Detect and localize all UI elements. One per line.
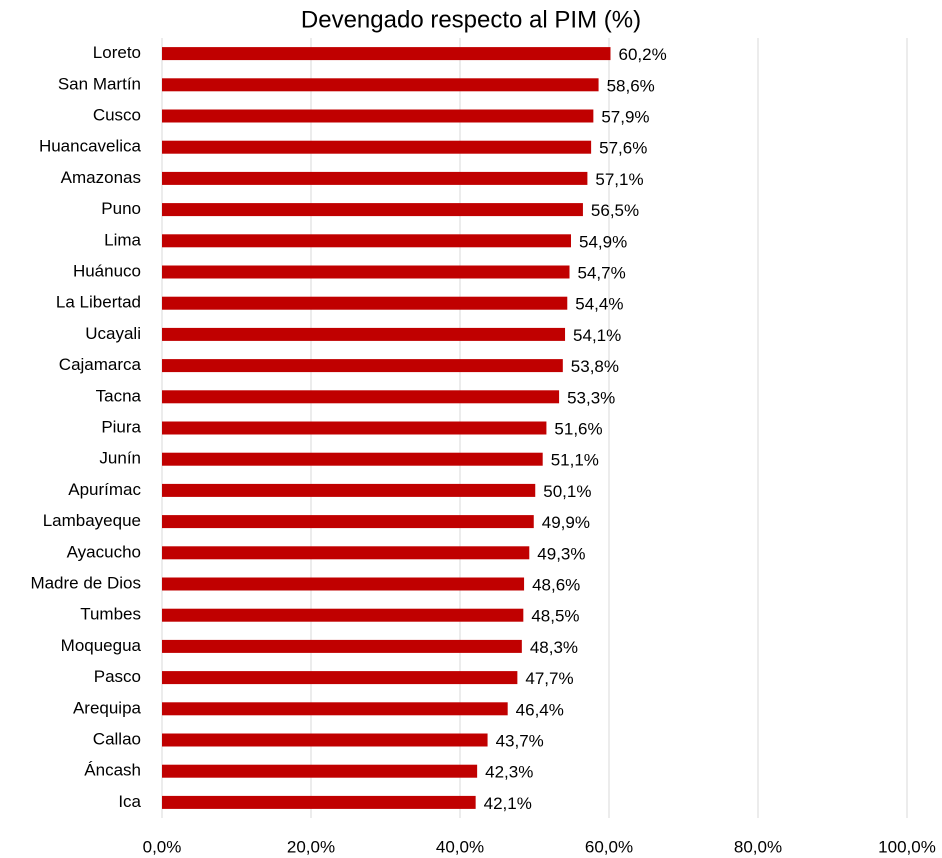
bar <box>162 234 572 248</box>
bar <box>162 671 518 685</box>
bar <box>162 421 547 435</box>
x-tick-label: 20,0% <box>287 837 335 856</box>
bar <box>162 359 563 373</box>
data-label: 48,3% <box>530 638 578 657</box>
data-label: 53,8% <box>571 357 619 376</box>
y-tick-label: Loreto <box>93 43 141 62</box>
data-label: 51,6% <box>554 419 602 438</box>
data-label: 54,4% <box>575 295 623 314</box>
data-label: 46,4% <box>516 700 564 719</box>
bar <box>162 795 476 809</box>
bar <box>162 764 478 778</box>
data-label: 54,9% <box>579 232 627 251</box>
y-tick-label: Callao <box>93 729 141 748</box>
bar <box>162 702 508 716</box>
bar <box>162 140 592 154</box>
y-tick-label: Pasco <box>94 667 141 686</box>
y-tick-label: Puno <box>101 199 141 218</box>
bar <box>162 171 588 185</box>
data-label: 47,7% <box>525 669 573 688</box>
data-label: 53,3% <box>567 388 615 407</box>
bar <box>162 265 570 279</box>
x-tick-label: 40,0% <box>436 837 484 856</box>
data-label: 57,1% <box>595 170 643 189</box>
y-tick-label: Ucayali <box>85 324 141 343</box>
bar <box>162 78 599 92</box>
y-tick-label: Moquegua <box>61 636 142 655</box>
y-tick-label: Cusco <box>93 105 141 124</box>
y-tick-label: Lima <box>104 230 141 249</box>
y-tick-label: Amazonas <box>61 168 141 187</box>
y-tick-label: Huánuco <box>73 261 141 280</box>
bar <box>162 733 488 747</box>
data-label: 49,9% <box>542 513 590 532</box>
data-label: 48,6% <box>532 575 580 594</box>
bar <box>162 483 536 497</box>
bar <box>162 109 594 123</box>
bar <box>162 390 560 404</box>
bar <box>162 296 568 310</box>
data-label: 50,1% <box>543 482 591 501</box>
y-tick-label: Piura <box>101 417 141 436</box>
y-tick-label: Tumbes <box>80 605 141 624</box>
data-label: 57,6% <box>599 139 647 158</box>
y-tick-label: Ayacucho <box>67 542 141 561</box>
bar <box>162 203 583 217</box>
x-tick-label: 60,0% <box>585 837 633 856</box>
data-label: 42,3% <box>485 763 533 782</box>
data-label: 60,2% <box>618 45 666 64</box>
data-label: 49,3% <box>537 544 585 563</box>
bar <box>162 452 543 466</box>
y-tick-label: Ica <box>118 792 141 811</box>
bar <box>162 327 566 341</box>
x-tick-label: 100,0% <box>878 837 936 856</box>
y-tick-label: Apurímac <box>68 480 141 499</box>
y-tick-label: La Libertad <box>56 293 141 312</box>
y-tick-label: Tacna <box>96 386 142 405</box>
data-label: 56,5% <box>591 201 639 220</box>
x-tick-label: 0,0% <box>143 837 182 856</box>
y-tick-label: Lambayeque <box>43 511 141 530</box>
data-label: 48,5% <box>531 607 579 626</box>
data-label: 51,1% <box>551 451 599 470</box>
x-tick-label: 80,0% <box>734 837 782 856</box>
data-label: 43,7% <box>496 731 544 750</box>
data-label: 54,7% <box>578 263 626 282</box>
y-tick-label: Huancavelica <box>39 137 142 156</box>
bar <box>162 608 524 622</box>
data-label: 42,1% <box>484 794 532 813</box>
data-label: 58,6% <box>607 76 655 95</box>
y-tick-label: Áncash <box>84 761 141 780</box>
chart-title: Devengado respecto al PIM (%) <box>301 6 641 33</box>
bar <box>162 47 611 61</box>
bar <box>162 515 534 529</box>
bar <box>162 639 522 653</box>
y-tick-label: Arequipa <box>73 698 142 717</box>
y-tick-label: Madre de Dios <box>30 573 141 592</box>
bar <box>162 546 530 560</box>
y-tick-label: Cajamarca <box>59 355 142 374</box>
y-tick-label: Junín <box>99 449 141 468</box>
y-tick-label: San Martín <box>58 74 141 93</box>
data-label: 57,9% <box>601 107 649 126</box>
bar <box>162 577 525 591</box>
data-label: 54,1% <box>573 326 621 345</box>
